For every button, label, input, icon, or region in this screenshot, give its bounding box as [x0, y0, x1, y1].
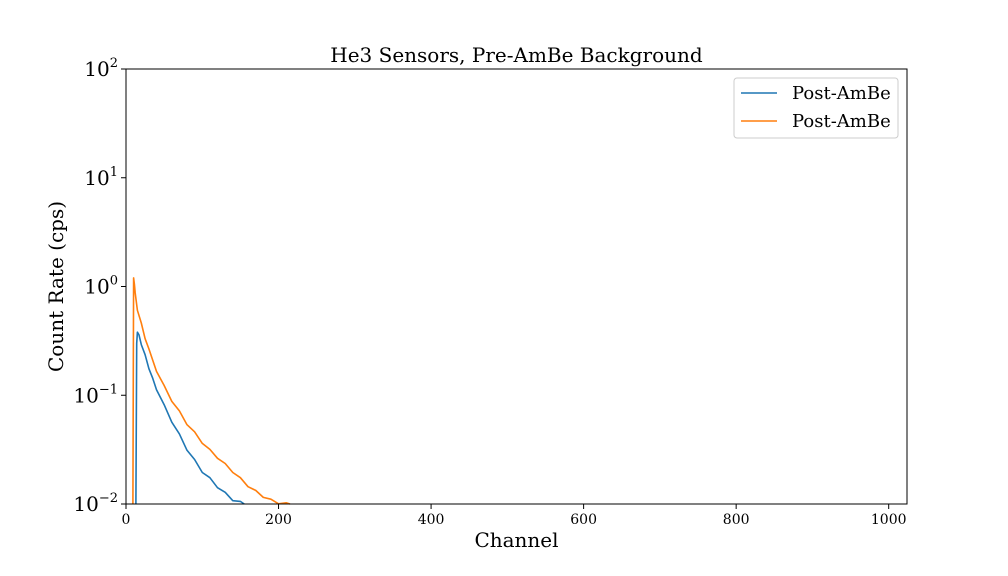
chart-title: He3 Sensors, Pre-AmBe Background [330, 43, 703, 67]
plot-area [125, 68, 908, 505]
y-tick-label: 101 [84, 165, 118, 190]
y-tick-label: 10−1 [73, 382, 118, 407]
x-tick-label: 0 [122, 512, 131, 528]
y-tick-base: 10 [84, 57, 109, 81]
x-tick-label: 200 [265, 512, 292, 528]
y-tick-exponent: −2 [99, 491, 118, 506]
x-axis: 0 200 400 600 800 1000 [122, 504, 907, 528]
x-axis-label: Channel [474, 528, 558, 552]
y-tick-label: 102 [84, 56, 118, 81]
x-tick-label: 400 [418, 512, 445, 528]
plot-background [126, 69, 907, 504]
legend-label-2: Post-AmBe [792, 111, 891, 132]
legend-label-1: Post-AmBe [792, 83, 891, 104]
y-tick-label: 100 [84, 274, 118, 299]
x-tick-label: 600 [570, 512, 597, 528]
y-tick-base: 10 [73, 492, 98, 516]
y-tick-exponent: 2 [110, 56, 118, 71]
series-line-2 [132, 277, 291, 505]
y-tick-base: 10 [84, 166, 109, 190]
x-tick-label: 800 [723, 512, 750, 528]
y-tick-label: 10−2 [73, 491, 118, 516]
legend: Post-AmBe Post-AmBe [733, 77, 899, 139]
series-line-1 [135, 331, 245, 505]
y-tick-exponent: −1 [99, 382, 118, 397]
x-tick-label: 1000 [871, 512, 907, 528]
series-layer [132, 277, 291, 505]
y-tick-exponent: 0 [110, 274, 118, 289]
y-tick-base: 10 [84, 275, 109, 299]
y-tick-exponent: 1 [110, 165, 118, 180]
y-axis-label: Count Rate (cps) [44, 201, 68, 372]
y-tick-base: 10 [73, 383, 98, 407]
